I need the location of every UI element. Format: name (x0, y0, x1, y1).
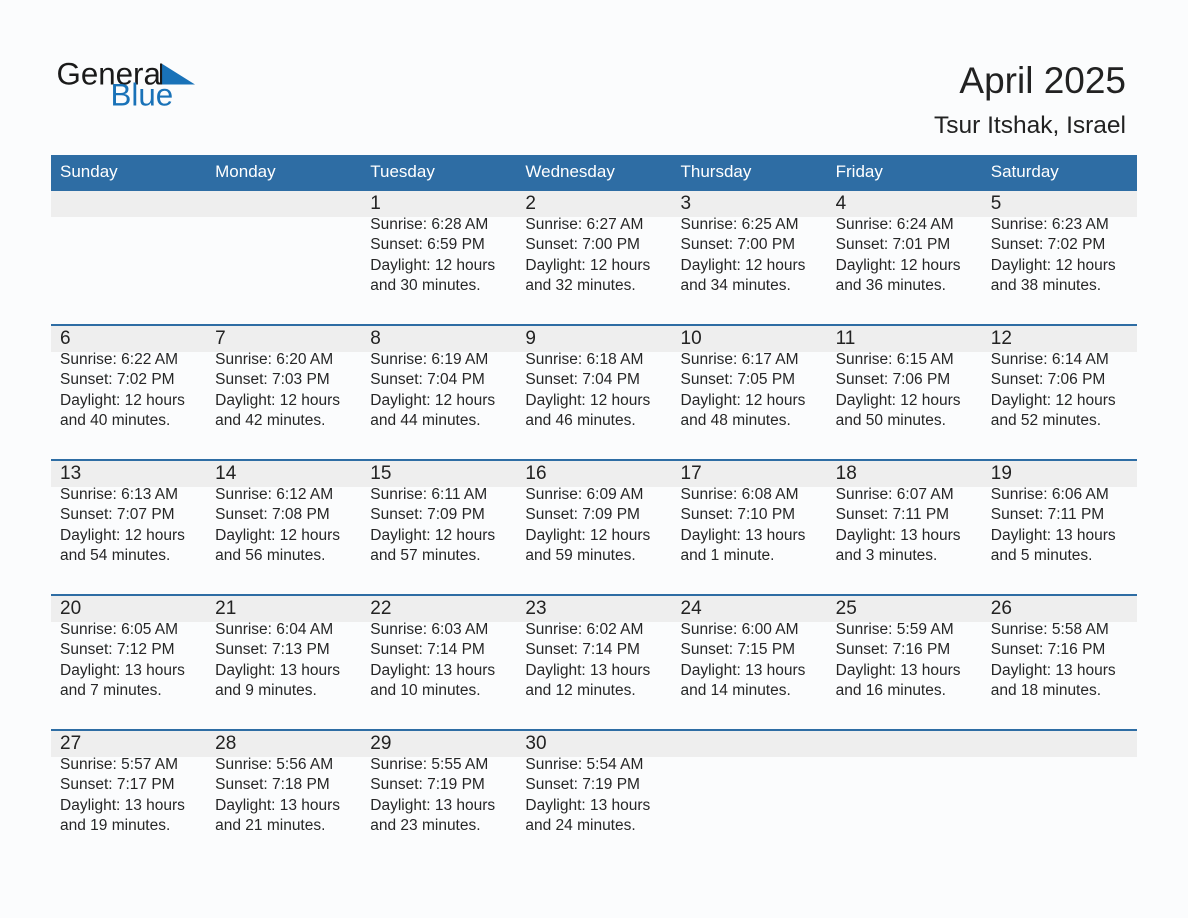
svg-text:Blue: Blue (111, 78, 174, 113)
